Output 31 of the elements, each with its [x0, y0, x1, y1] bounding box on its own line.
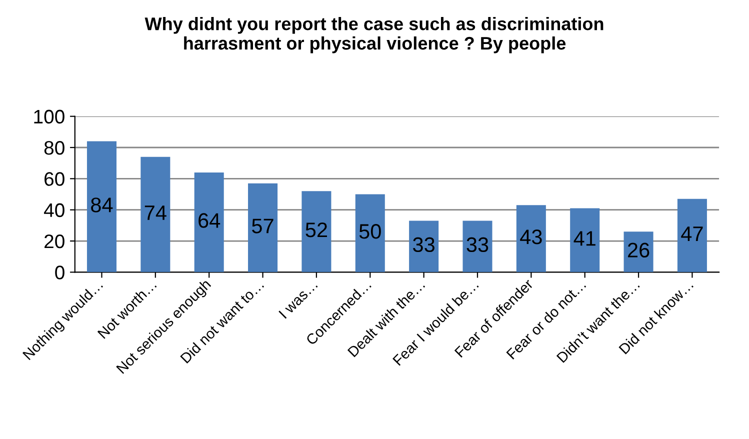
bar — [409, 220, 439, 272]
bar — [570, 208, 600, 272]
data-label: 52 — [306, 222, 327, 238]
y-tick-label: 0 — [55, 266, 64, 280]
data-label: 33 — [466, 237, 488, 252]
y-tick-label: 100 — [34, 110, 64, 124]
bar — [194, 172, 224, 272]
data-label: 33 — [413, 237, 434, 252]
data-label: 43 — [520, 230, 542, 244]
data-label: 26 — [628, 242, 650, 258]
bar — [302, 191, 332, 272]
y-tick-label: 40 — [44, 203, 64, 218]
bar — [248, 183, 278, 272]
data-label: 47 — [681, 226, 703, 241]
data-label: 41 — [574, 231, 596, 246]
bar — [140, 156, 170, 272]
bar — [462, 220, 492, 272]
y-tick-label: 80 — [44, 140, 64, 155]
bar — [677, 198, 707, 272]
data-label: 64 — [198, 213, 220, 228]
chart-title: Why didnt you report the case such as discrimination harrasment or physical violence ? By people — [144, 16, 604, 54]
y-tick-label: 20 — [44, 234, 64, 248]
bar — [86, 141, 116, 272]
bar — [355, 194, 385, 272]
data-label: 50 — [359, 224, 381, 239]
y-tick-label: 60 — [44, 172, 64, 186]
data-label: 84 — [91, 198, 113, 212]
bar — [624, 232, 654, 272]
data-label: 74 — [144, 206, 166, 220]
bar — [516, 205, 546, 272]
data-label: 57 — [252, 218, 274, 234]
